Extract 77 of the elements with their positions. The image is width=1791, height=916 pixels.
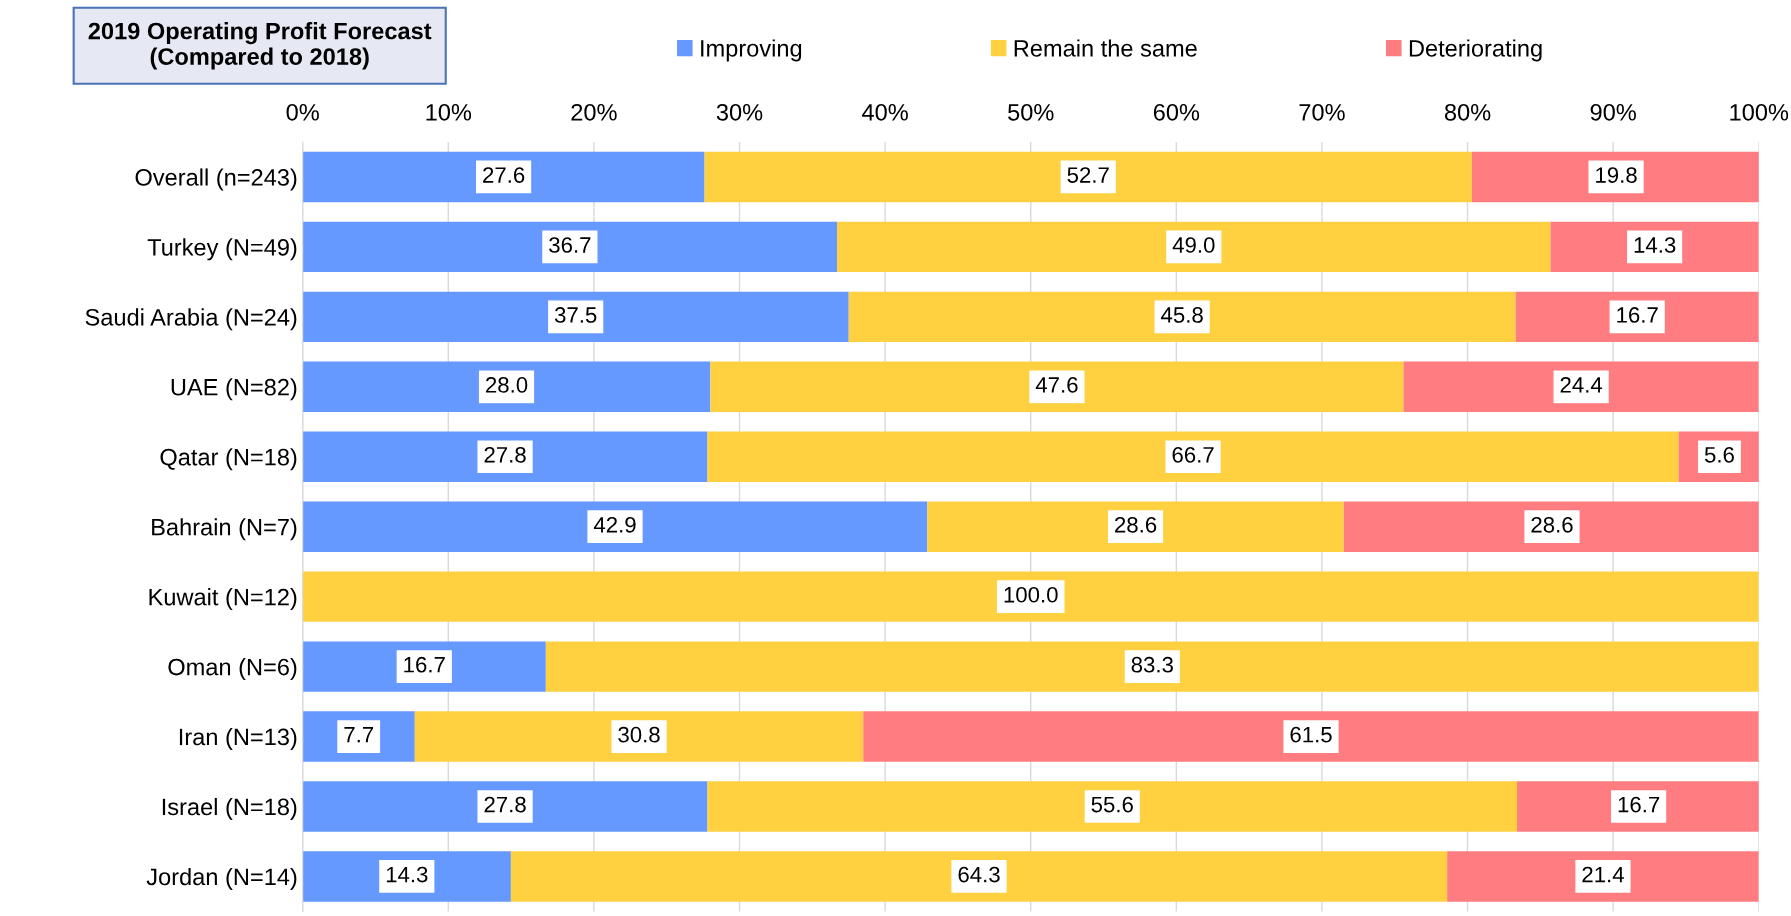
bar [302, 361, 711, 412]
y-tick-label: Saudi Arabia (N=24) [85, 308, 297, 331]
bar [302, 571, 1759, 622]
bar [707, 781, 1518, 832]
data-label: 61.5 [1290, 726, 1332, 743]
data-label: 27.8 [484, 796, 526, 813]
data-label: 45.8 [1161, 307, 1203, 323]
x-tick-label: 20% [571, 103, 617, 121]
y-tick-label: Oman (N=6) [168, 658, 297, 681]
bar [302, 781, 708, 832]
data-label: 21.4 [1582, 866, 1624, 883]
data-label: 16.7 [404, 656, 445, 673]
bar [302, 291, 849, 343]
data-label: 36.7 [549, 237, 591, 253]
data-label: 5.6 [1704, 446, 1734, 463]
bar [1343, 501, 1759, 552]
data-label: 49.0 [1172, 237, 1215, 253]
bar [302, 221, 838, 273]
bar [302, 501, 928, 552]
y-tick-label: Kuwait (N=12) [149, 588, 297, 611]
x-tick-label: 80% [1444, 103, 1491, 121]
x-tick-label: 70% [1299, 103, 1345, 121]
data-label: 52.7 [1067, 167, 1109, 183]
bar [710, 361, 1404, 412]
bar [848, 291, 1516, 343]
bar [414, 711, 864, 762]
y-tick-label: Iran (N=13) [179, 727, 297, 750]
data-label: 7.7 [344, 727, 374, 743]
legend-label: Deteriorating [1409, 39, 1542, 62]
data-label: 83.3 [1131, 656, 1173, 673]
data-label: 30.8 [618, 726, 660, 743]
data-label: 100.0 [1004, 586, 1058, 603]
data-label: 28.6 [1531, 516, 1573, 533]
y-tick-label: Turkey (N=49) [147, 238, 297, 261]
x-tick-label: 10% [426, 103, 472, 121]
data-label: 16.7 [1617, 307, 1658, 323]
bar [704, 151, 1472, 203]
data-label: 55.6 [1091, 796, 1133, 813]
y-tick-label: Bahrain (N=7) [152, 518, 297, 541]
y-tick-label: Qatar (N=18) [160, 448, 297, 471]
chart-title: 2019 Operating Profit Forecast (Compared to 2018) [88, 22, 432, 70]
data-label: 47.6 [1035, 377, 1078, 393]
bar [545, 641, 1759, 692]
bar [510, 851, 1448, 902]
bar [1403, 361, 1759, 412]
x-tick-label: 100% [1730, 103, 1789, 121]
data-label: 28.6 [1115, 516, 1157, 533]
bar [863, 711, 1759, 762]
data-label: 14.3 [1634, 237, 1676, 253]
bar [707, 431, 1679, 482]
x-tick-label: 0% [286, 103, 319, 121]
bar [837, 221, 1551, 273]
data-label: 27.8 [484, 446, 526, 463]
bar [302, 151, 705, 203]
y-tick-label: Israel (N=18) [162, 797, 297, 820]
y-tick-label: Overall (n=243) [135, 168, 297, 191]
data-label: 66.7 [1172, 446, 1214, 463]
bar [927, 501, 1344, 552]
legend-label: Improving [701, 39, 802, 62]
data-label: 28.0 [486, 377, 528, 393]
data-label: 19.8 [1596, 167, 1637, 183]
data-label: 37.5 [554, 307, 597, 323]
data-label: 42.9 [593, 516, 636, 533]
data-label: 24.4 [1560, 377, 1603, 393]
x-tick-label: 30% [716, 103, 763, 121]
data-label: 16.7 [1618, 796, 1660, 813]
x-tick-label: 60% [1153, 103, 1200, 121]
x-tick-label: 50% [1008, 103, 1054, 121]
x-tick-label: 40% [862, 103, 908, 121]
x-tick-label: 90% [1590, 103, 1636, 121]
legend-label: Remain the same [1014, 39, 1197, 57]
y-tick-label: Jordan (N=14) [146, 867, 297, 890]
data-label: 64.3 [958, 866, 1000, 883]
y-tick-label: UAE (N=82) [171, 378, 297, 401]
data-label: 14.3 [386, 866, 428, 883]
bar [302, 431, 708, 482]
data-label: 27.6 [483, 167, 525, 183]
